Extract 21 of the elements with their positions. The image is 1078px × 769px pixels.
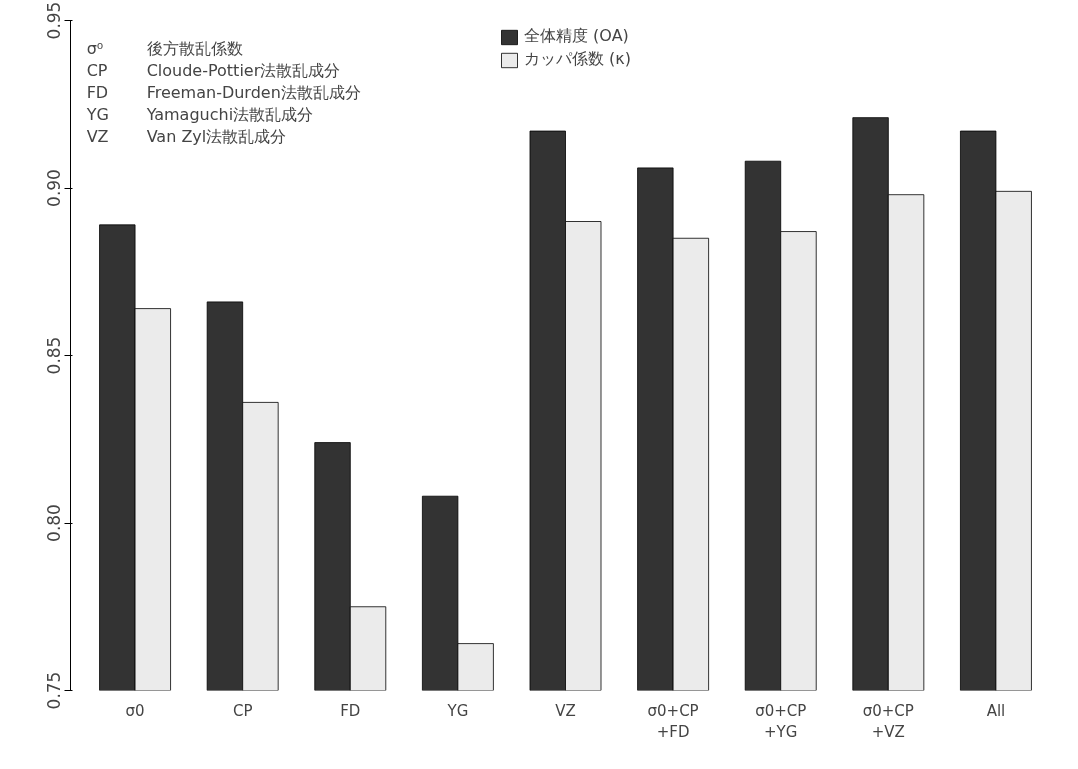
x-tick-label: σ0+CP +YG [755,701,807,742]
x-tick-label: σ0+CP +FD [647,701,699,742]
text: σ⁰ 後方散乱係数 [86,39,243,58]
x-tick-label: YG [446,701,469,720]
x-tick-label: FD [340,701,361,720]
y-tick-label: 0.90 [43,169,64,207]
text: YG Yamaguchi法散乱成分 [86,105,314,124]
y-tick-label: 0.80 [43,504,64,542]
text: FD Freeman-Durden法散乱成分 [86,83,361,102]
text: VZ Van Zyl法散乱成分 [86,127,287,146]
y-tick-label: 0.75 [43,671,64,710]
x-tick-label: CP [232,701,253,720]
x-tick-label: VZ [555,701,576,720]
text: CP Cloude-Pottier法散乱成分 [86,61,341,80]
y-tick-label: 0.85 [43,336,64,375]
legend-label: カッパ係数 (κ) [524,49,631,70]
x-tick-label: All [986,701,1006,720]
y-tick-label: 0.95 [43,1,64,40]
x-tick-label: σ0+CP +VZ [862,701,914,742]
legend-label: 全体精度 (OA) [524,26,629,47]
x-tick-label: σ0 [125,701,145,720]
